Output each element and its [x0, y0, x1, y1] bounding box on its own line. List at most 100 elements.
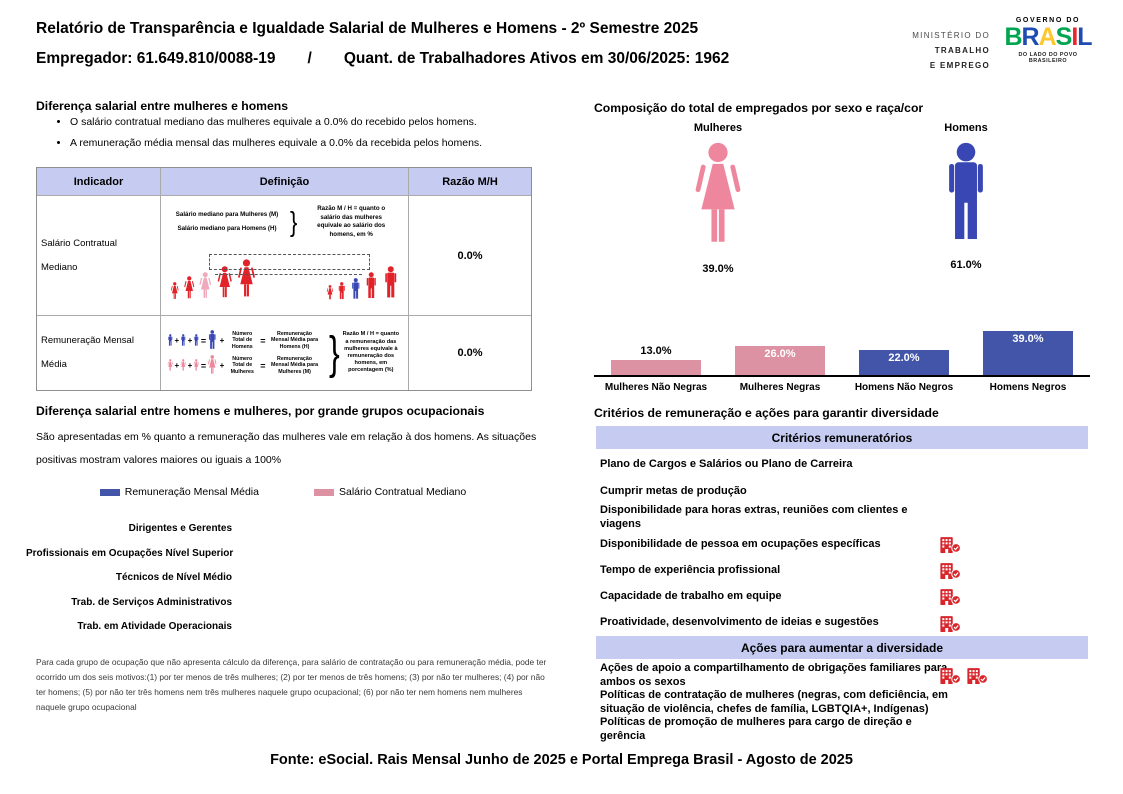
race-composition-chart: 13.0% 26.0% 22.0% 39.0% Mulheres Não Negras… — [594, 312, 1090, 393]
criteria-row: Cumprir metas de produção — [596, 478, 1088, 504]
brasil-letter: B — [1004, 23, 1022, 51]
men-label: Homens — [944, 122, 988, 134]
race-bar-column: 26.0% — [718, 345, 842, 375]
occupational-category-label: Trab. de Serviços Administrativos — [71, 596, 232, 608]
criteria-label: Tempo de experiência profissional — [600, 563, 781, 576]
criteria-row: Tempo de experiência profissional — [596, 558, 1088, 584]
active-workers-count: Quant. de Trabalhadores Ativos em 30/06/… — [343, 50, 730, 67]
dashed-connector-line — [215, 274, 362, 275]
criteria-row: Disponibilidade para horas extras, reuni… — [596, 504, 1088, 531]
brace-glyph: } — [329, 326, 340, 379]
man-pictogram — [194, 334, 199, 346]
median-men-label: Salário mediano para Homens (H) — [177, 225, 277, 232]
man-pictogram — [209, 330, 216, 349]
legend-swatch — [99, 488, 120, 496]
legend-item: Salário Contratual Mediano — [313, 486, 467, 498]
criteria-label: Disponibilidade para horas extras, reuni… — [600, 504, 908, 530]
occupational-category-label: Profissionais em Ocupações Nível Superio… — [26, 547, 234, 559]
equals-sign: = — [200, 335, 207, 346]
occupational-footnote: Para cada grupo de ocupação que não apre… — [36, 657, 547, 712]
governo-do-label: GOVERNO DO — [1015, 17, 1081, 24]
source-footer: Fonte: eSocial. Rais Mensal Junho de 202… — [270, 752, 853, 768]
occupational-category-label: Dirigentes e Gerentes — [128, 523, 232, 534]
mean-ratio-note: Razão M / H = quanto a remuneração das m… — [342, 331, 400, 374]
gov-logo-tagline: DO LADO DO POVO BRASILEIRO — [1018, 52, 1078, 64]
legend-label: Salário Contratual Mediano — [338, 486, 467, 498]
occupational-category-label: Trab. em Atividade Operacionais — [77, 621, 232, 632]
ministry-logo-line1: MINISTÉRIO DO — [912, 31, 990, 40]
occupational-legend: Remuneração Mensal Média Salário Contratu… — [36, 486, 530, 498]
criteria-icons — [940, 562, 961, 580]
woman-pictogram — [217, 266, 232, 298]
bar-value-label: 26.0% — [764, 347, 796, 360]
brasil-letter: S — [1055, 23, 1073, 51]
race-cats: Mulheres Não Negras Mulheres Negras Homens… — [594, 382, 1090, 393]
wage-gap-title: Diferença salarial entre mulheres e home… — [36, 99, 288, 113]
women-equation-icons: + + = — [167, 355, 218, 376]
criteria-row: Políticas de promoção de mulheres para c… — [596, 716, 1088, 743]
race-bar: 22.0% — [859, 350, 949, 375]
woman-pictogram — [170, 282, 179, 299]
company-check-icon — [967, 668, 988, 685]
median-figures-men — [326, 266, 399, 301]
median-women-label: Salário mediano para Mulheres (M) — [175, 211, 279, 218]
man-pictogram — [181, 334, 186, 346]
occupational-description: São apresentadas em % quanto a remuneraç… — [36, 431, 537, 466]
criteria-icons — [940, 536, 961, 553]
wage-gap-bullets: O salário contratual mediano das mulhere… — [58, 116, 482, 158]
men-column: Homens 61.0% — [842, 122, 1090, 275]
criteria-label: Proatividade, desenvolvimento de ideias … — [600, 616, 879, 629]
brasil-letter: A — [1038, 23, 1057, 51]
race-bar: 26.0% — [735, 345, 825, 375]
report-subtitle: Empregador: 61.649.810/0088-19 / Quant. … — [36, 50, 729, 68]
criteria-label: Plano de Cargos e Salários ou Plano de C… — [600, 458, 853, 471]
brasil-letter: R — [1021, 23, 1040, 51]
man-pictogram — [949, 142, 983, 240]
race-category-label: Homens Negros — [989, 382, 1067, 393]
bar-value-label: 22.0% — [888, 352, 920, 365]
criteria-icons — [940, 615, 961, 632]
man-icon — [939, 142, 993, 250]
governo-brasil-logo: GOVERNO DO BRASIL DO LADO DO POVO BRASIL… — [1000, 17, 1096, 64]
women-percentage: 39.0% — [702, 263, 734, 275]
race-bar — [611, 360, 701, 375]
criteria-panel: Critérios remuneratórios Plano de Cargos… — [596, 426, 1088, 743]
men-equation-icons: + + = — [167, 330, 218, 351]
subtitle-separator: / — [307, 50, 312, 67]
woman-pictogram — [326, 285, 334, 300]
row-mean-remuneration-label: Remuneração Mensal Média — [37, 316, 161, 390]
legend-swatch — [313, 488, 334, 496]
men-percentage: 61.0% — [950, 259, 982, 271]
man-pictogram — [168, 334, 173, 346]
equals-sign: = — [260, 360, 266, 371]
bar-value-label: 39.0% — [1012, 332, 1044, 345]
composition-title: Composição do total de empregados por se… — [594, 101, 924, 115]
woman-pictogram — [695, 142, 741, 242]
plus-sign: + — [187, 361, 193, 370]
brasil-letter: L — [1077, 23, 1092, 51]
race-bar-column: 39.0% — [966, 330, 1090, 375]
woman-pictogram — [208, 355, 217, 374]
man-pictogram — [351, 278, 359, 299]
criteria-row: Políticas de contratação de mulheres (ne… — [596, 689, 1088, 716]
woman-pictogram — [193, 359, 200, 371]
equals-sign: = — [260, 335, 266, 346]
brasil-letter: I — [1071, 23, 1078, 51]
criteria-label: Políticas de contratação de mulheres (ne… — [600, 689, 948, 715]
ministry-logo-line3: E EMPREGO — [929, 61, 990, 70]
criteria-row: Plano de Cargos e Salários ou Plano de C… — [596, 452, 1088, 478]
race-category-label: Homens Não Negros — [854, 382, 954, 393]
criteria-row: Capacidade de trabalho em equipe — [596, 584, 1088, 610]
actions-list: Ações de apoio a compartilhamento de obr… — [596, 662, 1088, 743]
woman-pictogram — [180, 359, 187, 371]
legend-label: Remuneração Mensal Média — [124, 486, 259, 498]
woman-pictogram — [238, 259, 255, 297]
men-result-label: Remuneração Mensal Média para Homens (H) — [270, 331, 319, 350]
plus-sign: + — [174, 361, 180, 370]
criteria-label: Ações de apoio a compartilhamento de obr… — [600, 662, 948, 688]
col-header-indicator: Indicador — [37, 168, 161, 196]
criteria-label: Capacidade de trabalho em equipe — [600, 590, 782, 603]
plus-sign: + — [174, 336, 180, 345]
company-check-icon — [940, 615, 961, 632]
